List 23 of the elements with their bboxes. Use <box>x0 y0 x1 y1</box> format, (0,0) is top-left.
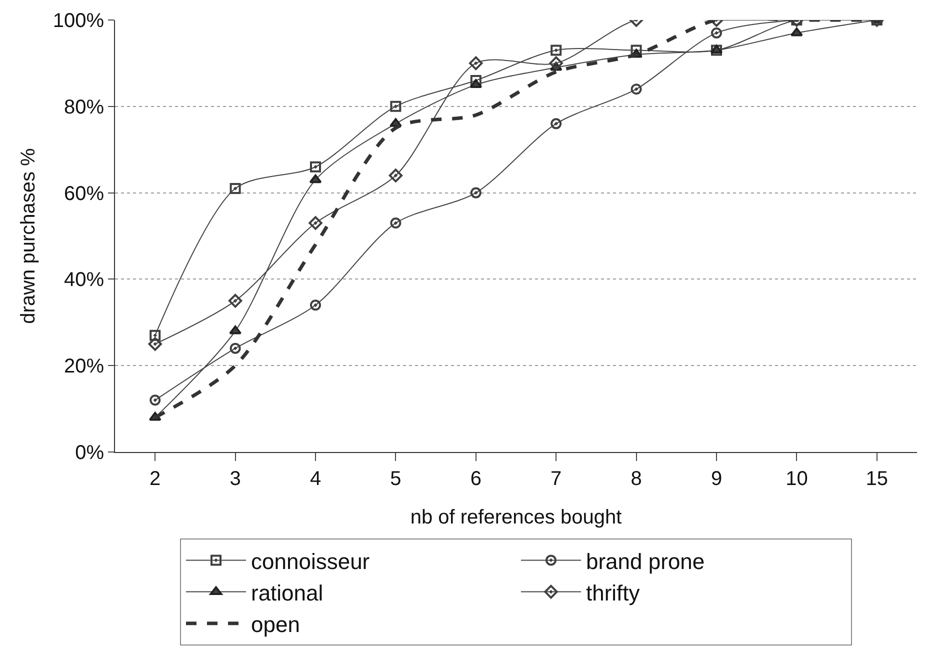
x-tick-label: 10 <box>786 468 808 490</box>
x-tick-label: 3 <box>230 468 241 490</box>
legend-label: rational <box>251 580 324 606</box>
x-tick-label: 9 <box>710 468 722 490</box>
legend-label: open <box>251 612 300 637</box>
x-tick-label: 2 <box>150 468 161 490</box>
y-tick-label: 0% <box>75 442 104 464</box>
x-tick-label: 5 <box>390 468 402 490</box>
x-tick-label: 8 <box>630 468 642 490</box>
legend-label: brand prone <box>586 548 705 574</box>
legend-label: thrifty <box>586 580 640 606</box>
x-tick-label: 4 <box>310 468 322 490</box>
y-tick-label: 100% <box>52 10 104 32</box>
y-tick-label: 60% <box>64 182 104 205</box>
y-tick-label: 80% <box>64 96 104 118</box>
y-axis-title: drawn purchases % <box>17 148 40 324</box>
x-axis-title: nb of references bought <box>410 506 622 528</box>
legend-label: connoisseur <box>251 548 370 574</box>
y-tick-label: 40% <box>64 269 104 292</box>
y-tick-label: 20% <box>64 356 104 378</box>
x-tick-label: 15 <box>866 468 888 490</box>
x-tick-label: 7 <box>550 468 562 490</box>
x-tick-label: 6 <box>470 468 482 490</box>
